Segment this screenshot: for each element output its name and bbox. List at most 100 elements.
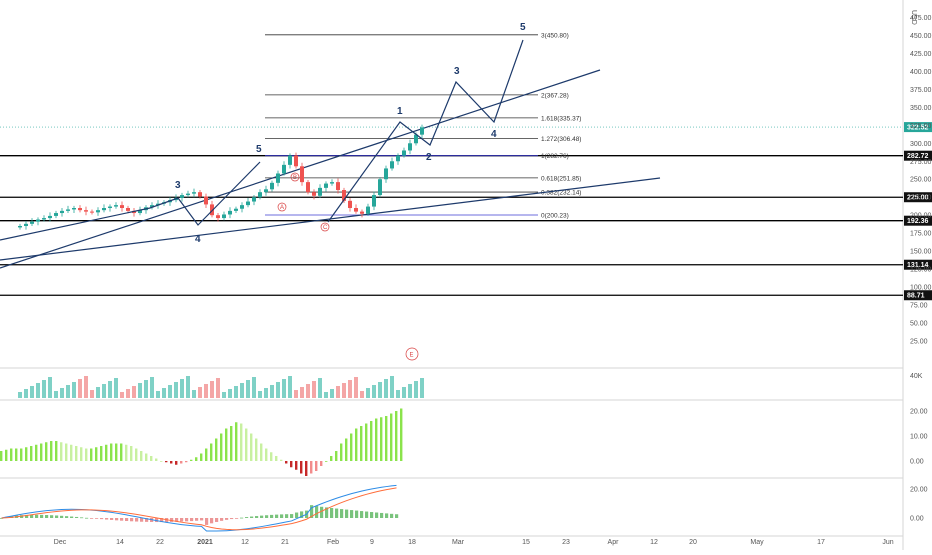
histogram-bar	[375, 419, 377, 462]
histogram-bar	[195, 457, 197, 461]
volume-bar	[84, 376, 88, 398]
histogram-bar	[20, 449, 22, 462]
volume-bar	[252, 377, 256, 398]
histogram-bar	[125, 445, 127, 461]
volume-bar	[282, 379, 286, 398]
price-tick-label: 375.00	[910, 87, 932, 94]
histogram-bar	[325, 461, 327, 462]
histogram-bar	[75, 446, 77, 461]
histogram-bar	[50, 441, 52, 461]
volume-bar	[60, 388, 64, 398]
candle-body	[312, 192, 316, 196]
macd-histogram-bar	[370, 512, 373, 518]
candle-body	[408, 143, 412, 150]
fib-level-label: 0(200.23)	[541, 213, 569, 220]
macd-histogram-bar	[320, 507, 323, 518]
macd-histogram-bar	[105, 518, 108, 520]
histogram-tick-label: 20.00	[910, 409, 928, 416]
volume-bar	[324, 392, 328, 398]
volume-bar	[54, 391, 58, 398]
macd-histogram-bar	[125, 518, 128, 521]
histogram-bar	[100, 446, 102, 461]
histogram-bar	[380, 417, 382, 461]
price-tick-label: 150.00	[910, 249, 932, 256]
volume-bar	[330, 389, 334, 398]
abc-marker-label: A	[280, 205, 284, 211]
histogram-bar	[55, 441, 57, 461]
candle-body	[102, 208, 106, 210]
histogram-bar	[25, 447, 27, 461]
price-tick-label: 50.00	[910, 321, 928, 328]
time-tick-label: Jun	[882, 539, 893, 546]
volume-bar	[78, 379, 82, 398]
price-tick-label: 125.00	[910, 267, 932, 274]
volume-bar	[348, 380, 352, 398]
wave-label: 3	[175, 180, 181, 191]
volume-bar	[102, 384, 106, 398]
candle-body	[126, 208, 130, 211]
time-tick-label: 21	[281, 539, 289, 546]
candle-body	[384, 168, 388, 179]
macd-histogram-bar	[95, 518, 98, 519]
volume-bar	[264, 388, 268, 398]
histogram-bar	[220, 434, 222, 462]
candle-body	[336, 182, 340, 190]
histogram-tick-label: 0.00	[910, 459, 924, 466]
macd-histogram-bar	[185, 518, 188, 521]
candle-body	[240, 205, 244, 209]
volume-bar	[36, 383, 40, 398]
histogram-bar	[360, 426, 362, 461]
time-tick-label: 20	[689, 539, 697, 546]
volume-bar	[300, 387, 304, 398]
candle-body	[234, 209, 238, 211]
volume-bar	[210, 381, 214, 398]
volume-bar	[174, 382, 178, 398]
histogram-bar	[270, 452, 272, 461]
volume-bar	[192, 390, 196, 398]
macd-histogram-bar	[60, 516, 63, 518]
histogram-bar	[280, 460, 282, 461]
histogram-bar	[105, 445, 107, 461]
macd-histogram-bar	[135, 518, 138, 522]
volume-bar	[240, 383, 244, 398]
candle-body	[36, 220, 40, 222]
candle-body	[366, 207, 370, 214]
candle-body	[264, 189, 268, 192]
histogram-bar	[350, 434, 352, 462]
volume-bar	[24, 389, 28, 398]
histogram-bar	[180, 461, 182, 464]
volume-bar	[246, 380, 250, 398]
wave-label: 5	[520, 22, 526, 33]
macd-histogram-bar	[250, 517, 253, 518]
volume-bar	[198, 387, 202, 398]
histogram-bar	[15, 449, 17, 462]
histogram-bar	[35, 445, 37, 461]
macd-histogram-bar	[225, 518, 228, 520]
histogram-bar	[5, 450, 7, 461]
candle-body	[294, 156, 298, 167]
volume-bar	[414, 381, 418, 398]
volume-bar	[66, 385, 70, 398]
histogram-bar	[250, 434, 252, 462]
histogram-bar	[200, 454, 202, 462]
time-tick-label: 12	[650, 539, 658, 546]
candle-body	[282, 165, 286, 174]
volume-bar	[402, 387, 406, 398]
macd-histogram-bar	[355, 511, 358, 518]
volume-bar	[222, 392, 226, 398]
volume-bar	[366, 388, 370, 398]
macd-histogram-bar	[140, 518, 143, 522]
macd-histogram-bar	[75, 517, 78, 518]
candle-body	[378, 179, 382, 195]
time-tick-label: Feb	[327, 539, 339, 546]
macd-histogram-bar	[380, 513, 383, 518]
macd-histogram-bar	[360, 511, 363, 518]
histogram-bar	[305, 461, 307, 476]
histogram-bar	[300, 461, 302, 474]
time-tick-label: 17	[817, 539, 825, 546]
macd-histogram-bar	[315, 506, 318, 518]
histogram-bar	[40, 444, 42, 462]
histogram-bar	[190, 460, 192, 461]
histogram-bar	[90, 449, 92, 462]
